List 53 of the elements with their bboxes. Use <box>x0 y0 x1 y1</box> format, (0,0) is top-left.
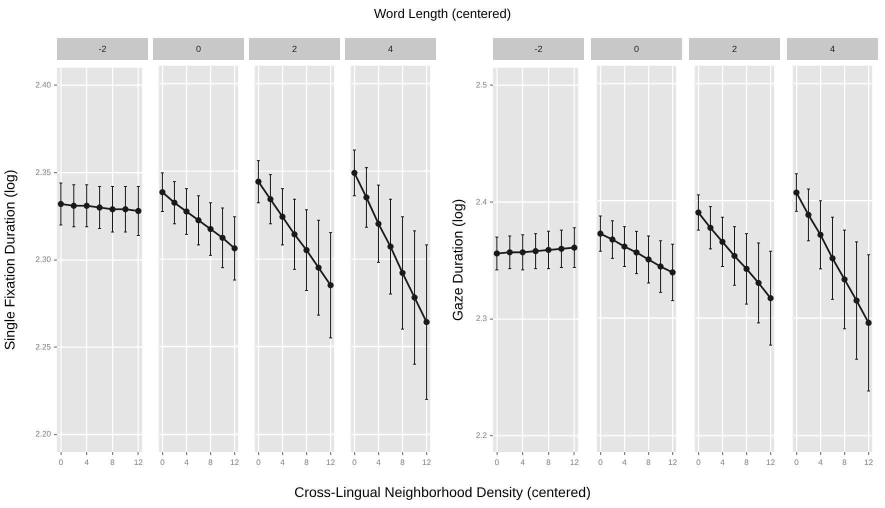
text: Cross-Lingual Neighborhood Density (centered) <box>293 484 592 500</box>
x-tick-label: 0 <box>256 458 262 468</box>
chart-title: -2 <box>98 44 106 54</box>
x-tick-label: 8 <box>304 458 310 468</box>
chart-title: -2 <box>534 44 542 54</box>
chart-title: 4 <box>388 44 393 54</box>
x-tick-label: 4 <box>520 458 526 468</box>
x-tick-label: 12 <box>326 458 336 468</box>
chart-title: 2 <box>292 44 297 54</box>
x-tick-label: 8 <box>110 458 116 468</box>
chart-title: 2 <box>732 44 737 54</box>
x-tick-label: 0 <box>494 458 500 468</box>
chart-title: 4 <box>830 44 835 54</box>
x-tick-label: 8 <box>744 458 750 468</box>
y-tick-label: 2.4 <box>476 197 488 206</box>
x-tick-label: 8 <box>546 458 552 468</box>
x-tick-label: 4 <box>376 458 382 468</box>
x-tick-label: 12 <box>570 458 580 468</box>
x-tick-label: 12 <box>422 458 432 468</box>
x-tick-label: 8 <box>646 458 652 468</box>
x-tick-label: 0 <box>160 458 166 468</box>
y-tick-label: 2.2 <box>476 430 488 440</box>
x-tick-label: 4 <box>184 458 190 468</box>
y-tick-label: 2.3 <box>476 314 488 324</box>
y-tick-label: 2.5 <box>476 80 488 90</box>
x-tick-label: 12 <box>134 458 144 468</box>
y-tick-label: 2.20 <box>35 430 52 439</box>
x-tick-label: 0 <box>696 458 702 468</box>
text: Word Length (centered) <box>372 6 512 21</box>
x-tick-label: 12 <box>230 458 240 468</box>
x-tick-label: 8 <box>400 458 406 468</box>
y-tick-label: 2.25 <box>35 342 52 352</box>
x-tick-label: 0 <box>58 458 64 468</box>
x-tick-label: 12 <box>864 458 874 468</box>
y-tick-label: 2.30 <box>35 255 52 264</box>
x-tick-label: 0 <box>794 458 800 468</box>
x-tick-label: 8 <box>842 458 848 468</box>
y-axis-title: Gaze Duration (log) <box>449 198 466 321</box>
x-tick-label: 4 <box>622 458 628 468</box>
chart-title: 0 <box>634 44 639 54</box>
x-tick-label: 4 <box>280 458 286 468</box>
x-tick-label: 0 <box>352 458 358 468</box>
x-tick-label: 4 <box>720 458 726 468</box>
chart-title: 0 <box>196 44 201 54</box>
x-tick-label: 8 <box>208 458 214 468</box>
x-tick-label: 0 <box>598 458 604 468</box>
y-axis-title: Single Fixation Duration (log) <box>1 170 18 350</box>
y-tick-label: 2.40 <box>35 80 52 90</box>
x-tick-label: 4 <box>84 458 90 468</box>
x-tick-label: 4 <box>818 458 824 468</box>
y-tick-label: 2.35 <box>35 168 52 177</box>
x-tick-label: 12 <box>668 458 678 468</box>
x-tick-label: 12 <box>766 458 776 468</box>
